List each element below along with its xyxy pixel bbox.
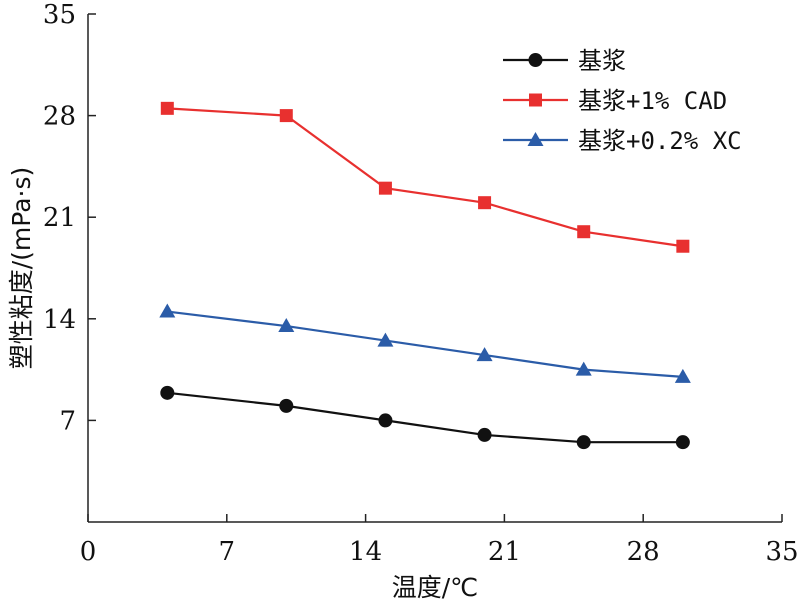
data-point	[477, 427, 492, 442]
data-point	[377, 332, 394, 347]
data-point	[160, 101, 174, 115]
data-point	[674, 368, 691, 383]
y-tick-label: 21	[43, 203, 76, 233]
y-tick-label: 14	[43, 305, 76, 335]
y-tick-label: 7	[59, 406, 76, 436]
data-point	[159, 303, 176, 318]
y-axis-label: 塑性粘度/(mPa·s)	[7, 167, 36, 370]
series-line	[167, 107, 684, 248]
series-2	[160, 101, 690, 253]
ticks: 0 7 14 21 28 35 7 14 21 28 35	[43, 0, 799, 567]
legend-item-1: 基浆	[503, 47, 626, 75]
x-tick-label: 28	[627, 537, 660, 567]
data-point	[476, 347, 493, 362]
legend-marker	[529, 93, 542, 107]
legend-label: 基浆+1% CAD	[578, 87, 727, 115]
data-point	[160, 385, 175, 400]
x-tick-label: 0	[80, 537, 97, 567]
legend-item-3: 基浆+0.2% XC	[503, 127, 742, 155]
data-point	[577, 225, 591, 239]
x-tick-label: 7	[219, 537, 236, 567]
data-point	[478, 196, 492, 210]
data-point	[576, 435, 591, 450]
data-point	[279, 398, 294, 413]
x-tick-label: 21	[488, 537, 521, 567]
series-line	[167, 310, 683, 378]
data-point	[278, 318, 295, 333]
x-tick-label: 14	[349, 537, 382, 567]
series-line	[167, 391, 683, 444]
legend-label: 基浆+0.2% XC	[578, 127, 742, 155]
x-axis-label: 温度/℃	[392, 573, 479, 602]
y-tick-label: 28	[43, 102, 76, 132]
series-1	[160, 385, 690, 450]
x-tick-label: 35	[765, 537, 798, 567]
data-point	[378, 413, 393, 428]
y-tick-label: 35	[43, 0, 76, 30]
axes	[87, 14, 782, 523]
legend-label: 基浆	[578, 47, 626, 75]
data-point	[575, 361, 592, 376]
legend-marker	[528, 53, 543, 67]
data-point	[378, 181, 392, 195]
data-point	[676, 239, 690, 253]
legend-item-2: 基浆+1% CAD	[503, 87, 727, 115]
data-point	[675, 435, 690, 450]
series-3	[159, 303, 691, 383]
legend-marker	[527, 132, 544, 146]
data-point	[279, 109, 293, 123]
series-layer	[159, 101, 691, 450]
